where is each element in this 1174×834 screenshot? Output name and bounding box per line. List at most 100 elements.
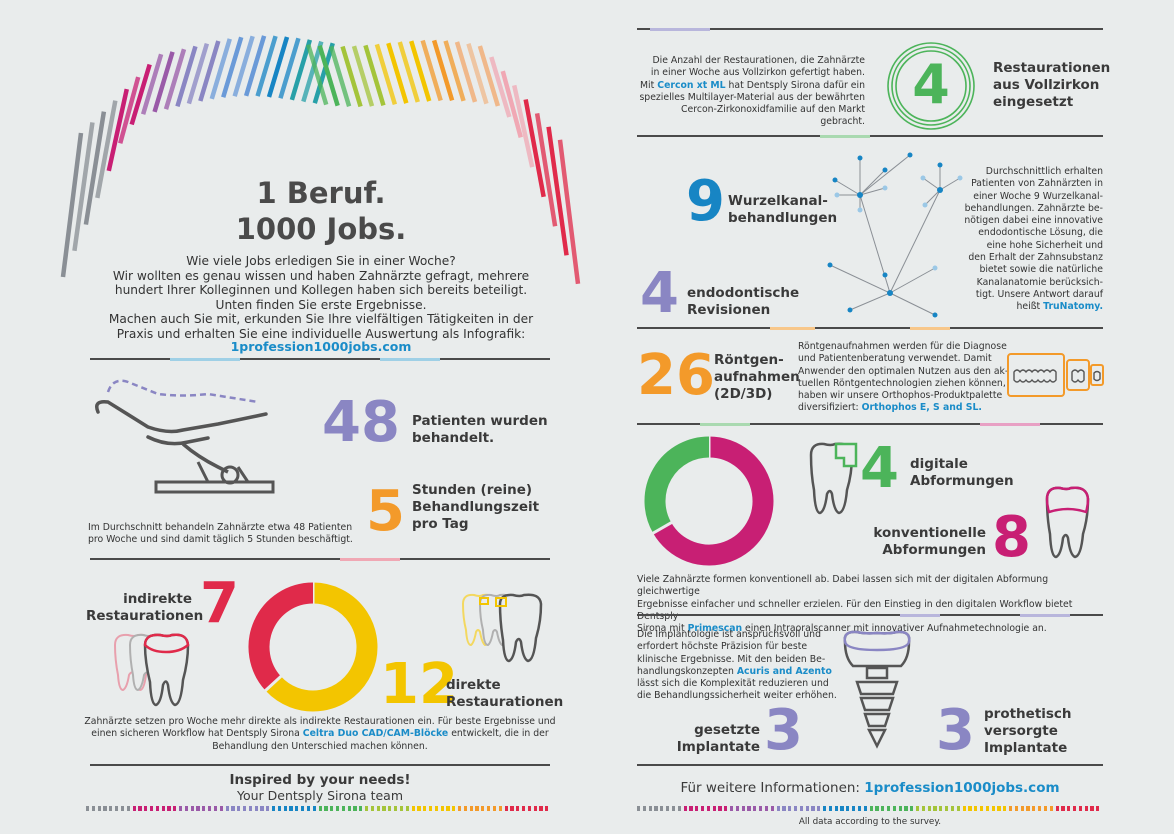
xray-value: 26 (637, 343, 715, 408)
implants-label-line: Implantate (676, 739, 760, 755)
stripe (747, 806, 751, 811)
text-line: hundert Ihrer Kolleginnen und Kollegen h… (114, 283, 528, 298)
stripe (939, 806, 943, 811)
arc-stripe (306, 43, 329, 106)
stripe (857, 806, 862, 811)
text-line: klinische Ergebnisse. Mit den beiden Be- (637, 653, 826, 665)
product-link-cercon[interactable]: Cercon xt ML (657, 79, 726, 91)
stripe (492, 806, 497, 811)
stripe (1038, 806, 1042, 811)
note-line: Sirona mit Primescan einen Intraoralscan… (637, 623, 1107, 635)
divider-accent (820, 135, 870, 138)
stripe (997, 806, 1001, 811)
stripe (1061, 806, 1065, 811)
stripe (144, 806, 148, 811)
stripe (1032, 806, 1036, 811)
stripe (411, 806, 415, 811)
stripe (840, 806, 844, 811)
arc-stripe (289, 39, 313, 101)
stripe (277, 806, 282, 811)
product-link-trunatomy[interactable]: TruNatomy. (1043, 301, 1103, 313)
stripe (463, 806, 468, 811)
page-title: 1 Beruf. 1000 Jobs. (60, 175, 582, 247)
stripe (376, 806, 380, 811)
text-line: nötigen dabei eine innovative (964, 215, 1103, 227)
digital-value: 4 (860, 436, 899, 501)
arc-stripe (557, 139, 581, 285)
arc-stripe (232, 35, 255, 97)
note-line: Viele Zahnärzte formen konventionell ab.… (637, 574, 1049, 598)
stripe (440, 806, 444, 811)
stripe (985, 806, 989, 811)
endo-label-line: endodontische (687, 285, 800, 301)
implants-value: 3 (764, 698, 803, 763)
hours-label-line: Behandlungszeit (412, 499, 540, 515)
footer-link[interactable]: 1profession1000jobs.com (864, 780, 1060, 796)
prosthetic-label-line: versorgte (984, 723, 1058, 739)
zirkon-note: Die Anzahl der Restaurationen, die Zahnä… (637, 55, 865, 129)
stripe (173, 806, 177, 811)
product-link-acuris-azento[interactable]: Acuris and Azento (736, 665, 832, 677)
zirkon-label-line: aus Vollzirkon (993, 77, 1100, 93)
arc-stripe (186, 42, 210, 105)
divider (637, 614, 1103, 616)
stripe (724, 806, 728, 811)
survey-link[interactable]: 1profession1000jobs.com (230, 339, 412, 354)
direct-value: 12 (380, 652, 458, 717)
conventional-label-line: Abformungen (882, 542, 986, 558)
stripe (301, 806, 305, 811)
divider-accent (900, 614, 940, 617)
tooth-filling-icon (461, 593, 543, 663)
stripe (642, 806, 647, 811)
footer-signature: Your Dentsply Sirona team (237, 788, 403, 803)
donut-slice-indirect (248, 582, 314, 691)
digital-label-line: Abformungen (910, 473, 1014, 489)
note-line: Im Durchschnitt behandeln Zahnärzte etwa… (88, 522, 353, 533)
stripe (805, 806, 809, 811)
stripe (86, 806, 90, 811)
stripe (423, 806, 427, 811)
note-line: Behandlung den Unterschied machen können… (212, 740, 428, 752)
note-line: handlungskonzepten Acuris and Azento (637, 666, 837, 678)
stripe (793, 806, 798, 811)
stripe (266, 806, 270, 811)
stripe (1043, 806, 1048, 811)
stripe (103, 806, 107, 811)
footer-info-label: Für weitere Informationen: (680, 780, 865, 796)
stripe (417, 806, 421, 811)
stripe (469, 806, 473, 811)
stripe (115, 806, 119, 811)
note-line: lässt sich die Komplexität reduzieren un… (637, 678, 829, 690)
stripe (834, 806, 838, 811)
arc-stripe (60, 132, 84, 278)
stripe (764, 806, 769, 811)
stripe (347, 806, 351, 811)
root-canal-network-graphic (827, 152, 963, 318)
product-link-orthophos[interactable]: Orthophos E, S and SL. (861, 402, 982, 414)
text-line: Patienten von Zahnärzten in (971, 178, 1103, 190)
stripe (974, 806, 978, 811)
arc-stripe (106, 88, 129, 172)
stripe (660, 806, 664, 811)
stripe (399, 806, 404, 811)
divider-accent (650, 28, 710, 31)
arc-stripe (72, 122, 95, 252)
patients-label: Patienten wurden behandelt. (412, 413, 548, 447)
stripe (97, 806, 101, 811)
stripe (504, 806, 508, 811)
product-link-primescan[interactable]: Primescan (687, 623, 743, 635)
arc-stripe (454, 41, 478, 103)
stripe (1096, 806, 1100, 811)
stripe (225, 806, 229, 811)
divider-accent (170, 358, 240, 361)
product-link-celtra[interactable]: Celtra Duo CAD/CAM-Blöcke (302, 728, 449, 740)
stripe (510, 806, 514, 811)
stripe (945, 806, 949, 811)
stripe (788, 806, 792, 811)
xray-label-line: (2D/3D) (714, 386, 773, 402)
stripe (666, 806, 670, 811)
arc-stripe (312, 42, 335, 104)
conventional-value: 8 (992, 505, 1031, 570)
divider-accent (700, 423, 750, 426)
xray-panoramic-icon (1007, 353, 1104, 397)
